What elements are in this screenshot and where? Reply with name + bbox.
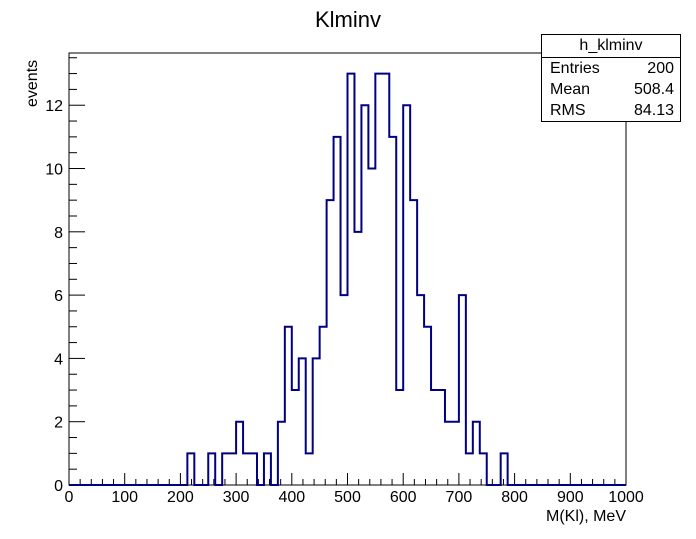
histogram-bin xyxy=(424,327,431,485)
histogram-bin xyxy=(341,295,348,485)
y-tick-label: 2 xyxy=(54,415,63,432)
x-tick-label: 800 xyxy=(501,489,528,506)
y-tick-label: 8 xyxy=(54,225,63,242)
x-tick-label: 300 xyxy=(223,489,250,506)
histogram-bin xyxy=(403,105,410,485)
histogram-bin xyxy=(361,105,368,485)
histogram-bin xyxy=(459,295,466,485)
histogram-bin xyxy=(236,422,243,485)
histogram-bin xyxy=(327,200,334,485)
histogram-bin xyxy=(375,74,382,485)
y-tick-label: 0 xyxy=(54,478,63,495)
y-tick-label: 6 xyxy=(54,288,63,305)
x-tick-label: 200 xyxy=(167,489,194,506)
stats-entries-row: Entries 200 xyxy=(542,58,680,79)
histogram-bin xyxy=(452,422,459,485)
stats-mean-row: Mean 508.4 xyxy=(542,79,680,100)
histogram-bin xyxy=(229,453,236,485)
stats-mean-value: 508.4 xyxy=(633,81,674,98)
histogram-bin xyxy=(445,422,452,485)
stats-entries-value: 200 xyxy=(647,60,674,77)
histogram-bin xyxy=(368,169,375,485)
y-tick-label: 4 xyxy=(54,351,63,368)
histogram-bin xyxy=(410,200,417,485)
histogram-bin xyxy=(382,74,389,485)
histogram-bin xyxy=(348,74,355,485)
histogram-bin xyxy=(417,295,424,485)
histogram-outline xyxy=(69,72,626,486)
histogram-bin xyxy=(313,358,320,485)
stats-rms-value: 84.13 xyxy=(633,102,674,119)
x-tick-label: 700 xyxy=(446,489,473,506)
stats-rms-row: RMS 84.13 xyxy=(542,100,680,121)
x-tick-label: 900 xyxy=(557,489,584,506)
histogram-bin xyxy=(501,453,508,485)
histogram-bin xyxy=(334,137,341,485)
x-tick-label: 100 xyxy=(111,489,138,506)
histogram-bin xyxy=(187,453,194,485)
histogram-bin xyxy=(389,137,396,485)
y-tick-label: 10 xyxy=(45,162,63,179)
chart-title: Klminv xyxy=(315,7,381,32)
histogram-bin xyxy=(473,422,480,485)
y-axis-label: events xyxy=(24,60,41,107)
histogram-bin xyxy=(292,390,299,485)
histogram-bin xyxy=(354,232,361,485)
stats-mean-label: Mean xyxy=(550,81,591,98)
stats-box: h_klminv Entries 200 Mean 508.4 RMS 84.1… xyxy=(541,34,681,122)
histogram-bin xyxy=(306,453,313,485)
histogram-bin xyxy=(285,327,292,485)
x-axis-label: M(Kl), MeV xyxy=(546,508,626,525)
histogram-bin xyxy=(222,453,229,485)
histogram-bin xyxy=(278,422,285,485)
histogram-bin xyxy=(250,453,257,485)
histogram-bin xyxy=(320,327,327,485)
stats-histogram-name: h_klminv xyxy=(542,35,680,58)
histogram-bin xyxy=(299,358,306,485)
stats-entries-label: Entries xyxy=(550,60,600,77)
histogram-bin xyxy=(243,453,250,485)
histogram-bin xyxy=(396,390,403,485)
x-tick-label: 0 xyxy=(65,489,74,506)
y-tick-label: 12 xyxy=(45,98,63,115)
axis-tick-labels: 0 100 200 300 400 500 600 700 800 900 1000 0 2 4 6 8 10 1… xyxy=(45,98,644,506)
histogram-bin xyxy=(466,453,473,485)
x-tick-label: 600 xyxy=(390,489,417,506)
stats-rms-label: RMS xyxy=(550,102,586,119)
x-tick-label: 500 xyxy=(334,489,361,506)
x-tick-label: 400 xyxy=(278,489,305,506)
x-tick-label: 1000 xyxy=(608,489,644,506)
histogram-bin xyxy=(431,390,438,485)
histogram-bin xyxy=(438,390,445,485)
